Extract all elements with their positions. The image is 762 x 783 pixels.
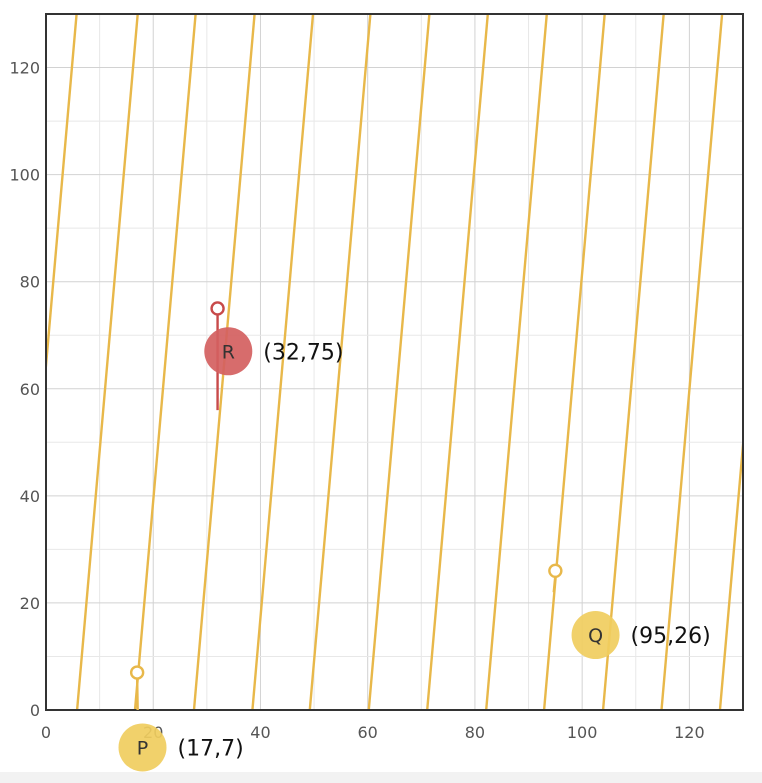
point-p-stem	[135, 677, 139, 711]
point-r-badge[interactable]	[204, 327, 253, 376]
point-r-label: R	[222, 341, 235, 363]
y-tick-label: 120	[9, 59, 40, 78]
point-p-marker[interactable]	[129, 665, 145, 680]
point-q-badge[interactable]	[571, 611, 620, 660]
y-tick-label: 60	[20, 380, 40, 399]
point-q-label: Q	[588, 625, 603, 647]
series-line	[601, 14, 665, 710]
x-tick-label: 0	[41, 723, 51, 742]
point-p-badge[interactable]	[118, 723, 167, 772]
grid	[45, 13, 744, 711]
point-r-coordinate-label: (32,75)	[263, 340, 343, 365]
series-line	[484, 14, 548, 710]
y-tick-label: 100	[9, 166, 40, 185]
point-p-label: P	[137, 737, 148, 759]
series-line	[367, 14, 431, 710]
point-q-coordinate-label: (95,26)	[631, 624, 711, 649]
y-tick-label: 40	[20, 487, 40, 506]
line-family	[46, 14, 743, 710]
point-p[interactable]: P (17,7)	[118, 665, 244, 772]
y-tick-label: 0	[30, 701, 40, 720]
series-line	[251, 14, 315, 710]
series-line	[718, 431, 743, 710]
series-line	[542, 14, 606, 710]
plot-frame	[45, 13, 744, 711]
point-q[interactable]: Q (95,26)	[548, 563, 711, 660]
series-line	[75, 14, 139, 710]
x-tick-label: 60	[358, 723, 378, 742]
y-tick-label: 20	[20, 594, 40, 613]
point-p-coordinate-label: (17,7)	[178, 736, 244, 761]
y-tick-label: 80	[20, 273, 40, 292]
point-q-marker[interactable]	[548, 563, 563, 578]
series-line	[308, 14, 372, 710]
series-line	[426, 14, 490, 710]
x-tick-label: 40	[250, 723, 270, 742]
series-line	[660, 14, 724, 710]
x-tick-label: 120	[674, 723, 705, 742]
point-r[interactable]: R (32,75)	[204, 301, 343, 411]
x-tick-label: 100	[567, 723, 598, 742]
series-line	[133, 14, 197, 710]
point-r-marker[interactable]	[210, 301, 225, 316]
point-q-stem	[552, 575, 557, 593]
x-tick-label: 80	[465, 723, 485, 742]
